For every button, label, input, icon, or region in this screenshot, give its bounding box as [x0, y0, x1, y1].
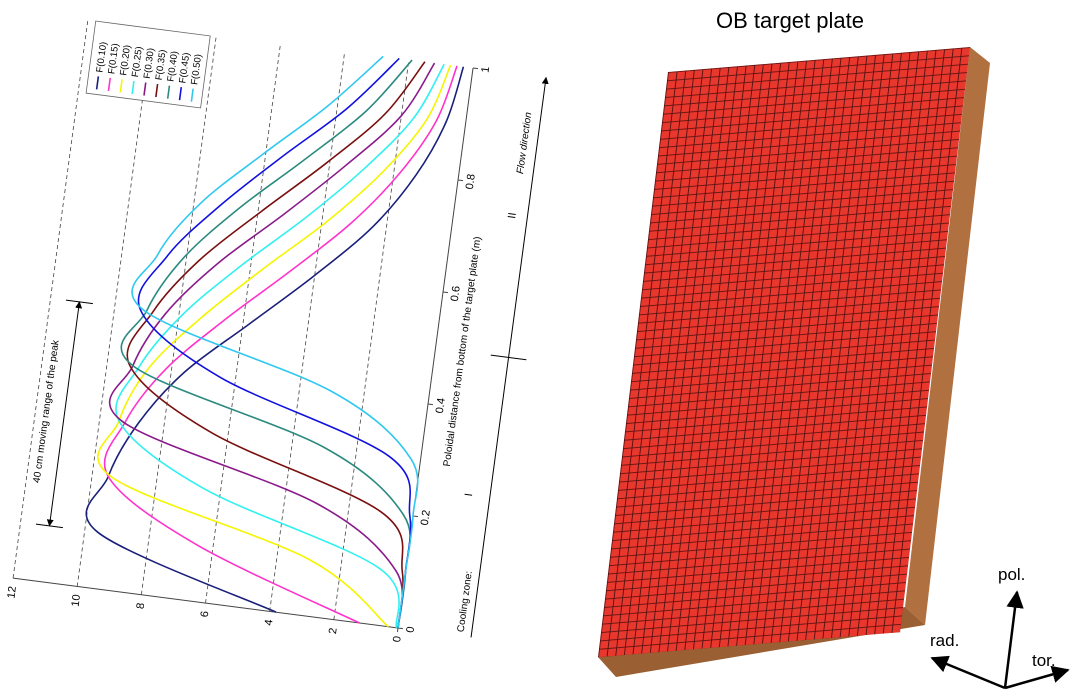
y-tick-label: 12	[5, 585, 18, 599]
axis-rad: rad.	[930, 631, 959, 650]
x-tick-label: 0	[405, 626, 418, 634]
axis-tor: tor.	[1032, 651, 1056, 670]
rotated-chart: 0 2 4 6 8 10 12 0 0.2 0.4 0.6 0.8 1 Poloidal distance…	[5, 14, 564, 660]
y-tick-label: 6	[199, 610, 212, 618]
zone-1: I	[463, 492, 475, 497]
x-tick-label: 0.8	[464, 173, 478, 190]
peak-range-label: 40 cm moving range of the peak	[32, 338, 62, 483]
target-plate: OB target plate	[598, 8, 990, 677]
x-tick	[443, 292, 448, 293]
x-tick-label: 0.6	[449, 285, 463, 302]
series-line	[96, 29, 474, 628]
figure: 0 2 4 6 8 10 12 0 0.2 0.4 0.6 0.8 1 Poloidal distance…	[0, 0, 1077, 700]
series-line	[80, 27, 463, 627]
x-tick	[428, 404, 433, 405]
plate-title: OB target plate	[716, 8, 864, 33]
cooling-zone: Cooling zone:	[456, 570, 475, 633]
peak-range-arrow	[49, 302, 79, 526]
grid-line	[270, 51, 345, 611]
grid-line	[77, 26, 152, 586]
x-tick	[473, 68, 478, 69]
x-tick	[458, 180, 463, 181]
flow-direction: Flow direction	[515, 111, 534, 174]
x-tick-label: 0.2	[419, 509, 433, 526]
x-tick-label: 0.4	[434, 397, 448, 414]
y-tick-label: 8	[135, 602, 148, 610]
y-tick-label: 10	[70, 594, 83, 608]
x-axis-title: Poloidal distance from bottom of the tar…	[442, 236, 484, 467]
grid-line	[13, 18, 88, 578]
y-tick	[397, 628, 398, 632]
x-tick	[398, 628, 403, 629]
x-tick-label: 1	[480, 66, 493, 74]
y-tick-label: 2	[327, 627, 340, 635]
axis-pol: pol.	[998, 565, 1025, 584]
y-tick-label: 0	[391, 635, 404, 643]
series-line	[89, 28, 474, 628]
y-tick-label: 4	[263, 619, 276, 627]
series-line	[92, 28, 474, 628]
zone-2: II	[506, 212, 519, 220]
series-line	[100, 29, 474, 628]
